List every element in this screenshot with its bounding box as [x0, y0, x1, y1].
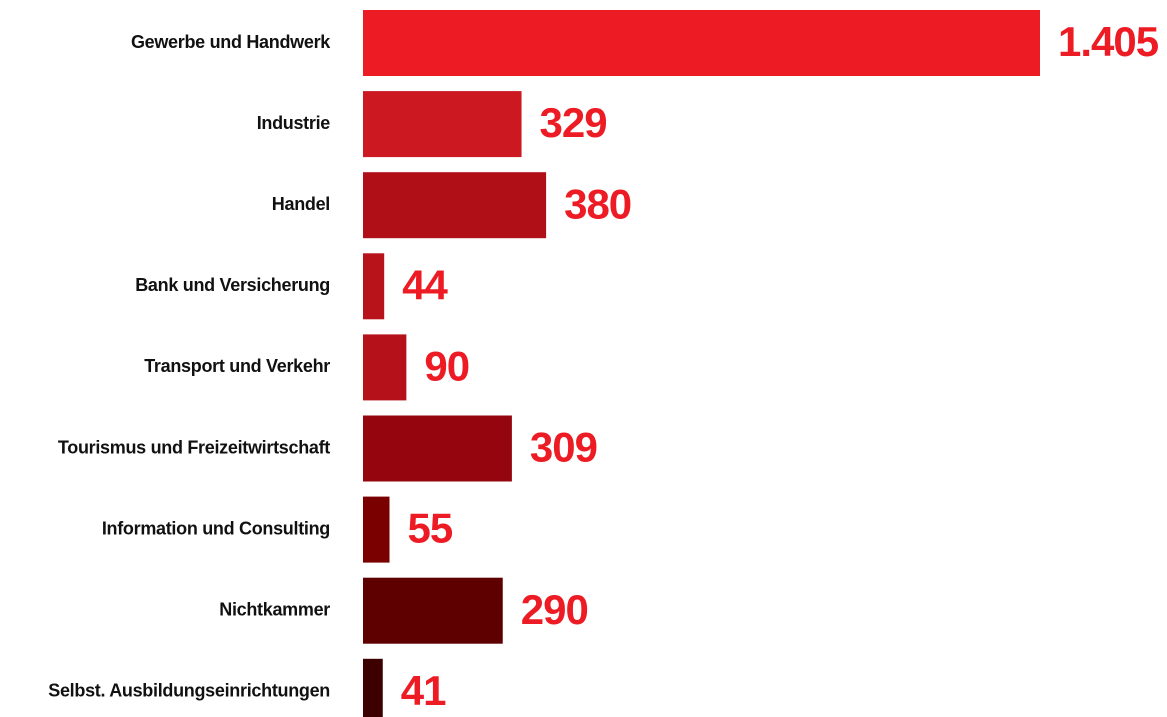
value-label: 309: [530, 424, 597, 471]
value-label: 90: [424, 342, 469, 389]
category-label: Bank und Versicherung: [135, 275, 330, 295]
category-label: Information und Consulting: [102, 518, 330, 538]
category-label: Handel: [272, 194, 330, 214]
value-label: 41: [401, 667, 446, 714]
bar: [363, 415, 512, 482]
bar: [363, 253, 385, 320]
bar: [363, 577, 503, 644]
category-label: Industrie: [257, 113, 331, 133]
value-label: 44: [402, 261, 448, 308]
value-label: 380: [564, 180, 631, 227]
bar: [363, 91, 522, 158]
category-label: Nichtkammer: [219, 599, 330, 619]
bar: [363, 496, 390, 563]
bar: [363, 658, 383, 717]
bar: [363, 172, 547, 239]
category-label: Tourismus und Freizeitwirtschaft: [58, 437, 330, 457]
category-label: Selbst. Ausbildungseinrichtungen: [48, 681, 330, 701]
category-label: Gewerbe und Handwerk: [131, 32, 331, 52]
value-label: 55: [408, 505, 453, 552]
bar: [363, 334, 407, 401]
value-label: 329: [540, 99, 607, 146]
bar: [363, 10, 1040, 76]
value-label: 1.405: [1058, 18, 1159, 65]
value-label: 290: [521, 586, 588, 633]
category-label: Transport und Verkehr: [144, 356, 330, 376]
